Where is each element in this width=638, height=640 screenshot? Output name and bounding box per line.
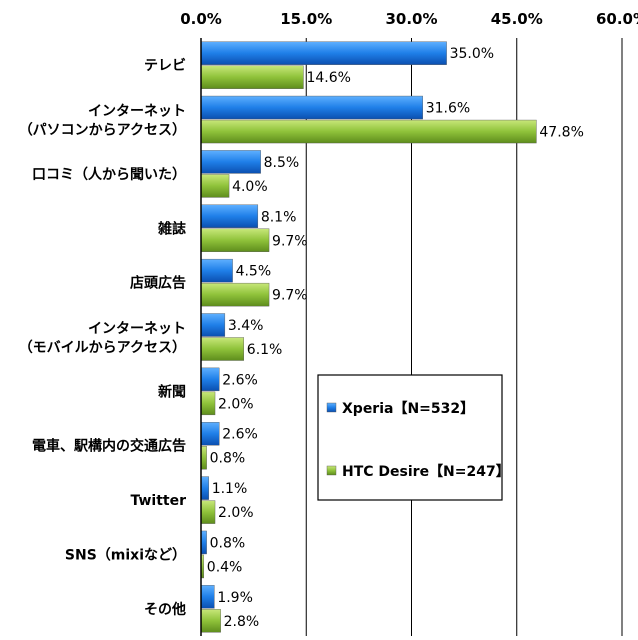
data-label: 35.0% bbox=[450, 46, 494, 62]
category-label: SNS（mixiなど） bbox=[65, 547, 186, 563]
data-label: 2.0% bbox=[218, 396, 254, 412]
bar-htc-desire bbox=[200, 446, 207, 470]
data-label: 2.6% bbox=[222, 372, 258, 388]
legend-swatch bbox=[326, 402, 337, 413]
data-label: 9.7% bbox=[272, 233, 308, 249]
category-label: 新聞 bbox=[158, 383, 186, 400]
legend-swatch bbox=[326, 465, 337, 476]
data-label: 8.1% bbox=[261, 209, 297, 225]
legend: Xperia【N=532】 HTC Desire【N=247】 bbox=[317, 374, 510, 501]
data-label: 9.7% bbox=[272, 288, 308, 304]
legend-label: HTC Desire【N=247】 bbox=[342, 464, 510, 480]
bar-xperia bbox=[200, 150, 261, 174]
tick-label: 45.0% bbox=[491, 10, 543, 28]
data-label: 2.6% bbox=[222, 427, 258, 443]
data-label: 2.8% bbox=[224, 614, 260, 630]
bar-xperia bbox=[200, 41, 447, 65]
bar-xperia bbox=[200, 585, 215, 609]
data-label: 47.8% bbox=[539, 125, 583, 141]
data-label: 8.5% bbox=[264, 155, 300, 171]
tick-label: 0.0% bbox=[180, 10, 222, 28]
bar-xperia bbox=[200, 258, 233, 283]
legend-label: Xperia【N=532】 bbox=[342, 401, 474, 417]
data-label: 0.4% bbox=[207, 559, 243, 575]
category-label: その他 bbox=[144, 601, 186, 618]
axis-tick-labels: 0.0% 15.0% 30.0% 45.0% 60.0% bbox=[180, 10, 638, 28]
bar-htc-desire bbox=[200, 337, 245, 361]
data-label: 0.8% bbox=[210, 535, 246, 551]
bar-xperia bbox=[200, 530, 207, 555]
bar-htc-desire bbox=[200, 174, 230, 198]
bar-htc-desire bbox=[200, 119, 537, 144]
bar-xperia bbox=[200, 367, 220, 392]
category-label: 雑誌 bbox=[157, 220, 186, 237]
legend-box bbox=[317, 374, 503, 501]
tick-label: 60.0% bbox=[596, 10, 638, 28]
bar-htc-desire bbox=[200, 65, 304, 89]
category-label: 口コミ（人から聞いた） bbox=[32, 166, 186, 183]
tick-label: 30.0% bbox=[385, 10, 437, 28]
data-label: 2.0% bbox=[218, 505, 254, 521]
category-label: インターネット（モバイルからアクセス） bbox=[19, 321, 186, 356]
category-label: 店頭広告 bbox=[130, 275, 186, 292]
data-label: 6.1% bbox=[247, 342, 283, 358]
data-label: 4.5% bbox=[236, 264, 272, 280]
bar-htc-desire bbox=[200, 282, 270, 307]
category-label: テレビ bbox=[144, 58, 186, 74]
value-labels: 35.0% 14.6% 31.6% 47.8% 8.5% 4.0% 8.1% 9.7%4.5%… bbox=[207, 46, 584, 630]
data-label: 1.1% bbox=[212, 481, 248, 497]
data-label: 31.6% bbox=[426, 101, 470, 117]
bar-htc-desire bbox=[200, 500, 216, 524]
bar-htc-desire bbox=[200, 609, 221, 633]
data-label: 1.9% bbox=[217, 590, 253, 606]
bar-htc-desire bbox=[200, 228, 270, 252]
bar-htc-desire bbox=[200, 391, 216, 416]
data-label: 14.6% bbox=[306, 70, 350, 86]
bar-xperia bbox=[200, 95, 423, 120]
data-label: 0.8% bbox=[210, 451, 246, 467]
category-label: 電車、駅構内の交通広告 bbox=[32, 438, 186, 455]
tick-label: 15.0% bbox=[280, 10, 332, 28]
bar-xperia bbox=[200, 476, 209, 500]
bars bbox=[200, 41, 537, 633]
bar-xperia bbox=[200, 204, 259, 228]
data-label: 3.4% bbox=[228, 318, 264, 334]
bar-xperia bbox=[200, 313, 226, 337]
category-label: インターネット（パソコンからアクセス） bbox=[19, 104, 186, 139]
data-label: 4.0% bbox=[232, 179, 268, 195]
category-label: Twitter bbox=[130, 493, 186, 509]
bar-xperia bbox=[200, 422, 220, 446]
